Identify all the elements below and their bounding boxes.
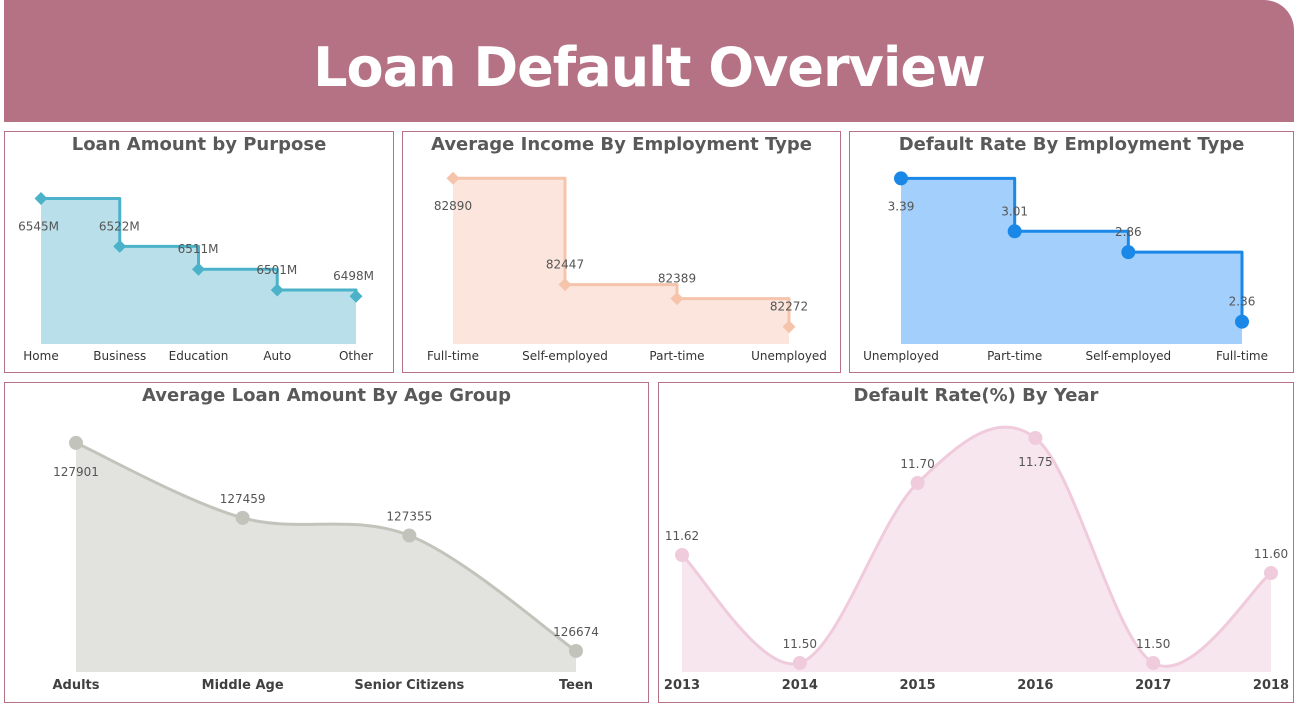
data-label: 6522M: [99, 219, 140, 233]
data-point-marker: [1028, 431, 1043, 445]
data-point-marker: [1121, 245, 1136, 260]
data-label: 126674: [553, 625, 599, 639]
x-axis-tick-label: Self-employed: [1085, 349, 1171, 363]
chart-title: Default Rate By Employment Type: [898, 134, 1245, 155]
area-fill: [76, 442, 576, 672]
data-label: 6501M: [256, 263, 297, 277]
data-label: 6545M: [18, 220, 59, 234]
data-point-marker: [558, 278, 572, 292]
average-income-by-employment-chart: 82890 Full-time 82447 Self-employed 82389 Par…: [427, 171, 827, 363]
data-point-marker: [34, 192, 48, 206]
average-loan-by-age-panel: Average Loan Amount By Age Group 127901 A…: [4, 382, 649, 703]
series-line: [451, 176, 791, 329]
data-label: 127901: [53, 465, 99, 479]
average-loan-by-age-chart: 127901 Adults 127459 Middle Age 127355 Senior…: [52, 435, 599, 693]
data-point-marker: [894, 171, 908, 186]
default-rate-by-year-chart: 11.62 2013 11.50 2014 11.70 2015 11.75 2016 11.5…: [664, 425, 1289, 693]
x-axis-tick-label: Part-time: [649, 349, 704, 363]
data-point-marker: [349, 289, 363, 303]
data-point-marker: [782, 320, 796, 334]
data-label: 11.50: [783, 637, 817, 651]
x-axis-tick-label: 2015: [900, 678, 936, 693]
average-income-by-employment-panel: Average Income By Employment Type 82890 F…: [402, 131, 841, 373]
header-banner: Loan Default Overview: [4, 0, 1294, 122]
area-fill: [682, 427, 1271, 672]
x-axis-tick-label: Education: [169, 349, 229, 363]
data-point-marker: [69, 435, 83, 450]
data-label: 11.70: [900, 457, 934, 471]
data-point-marker: [910, 476, 925, 490]
x-axis-tick-label: Unemployed: [751, 349, 827, 363]
default-rate-by-employment-chart: 3.39 Unemployed 3.01 Part-time 2.86 Self-empl…: [863, 171, 1268, 363]
data-label: 82447: [546, 258, 584, 272]
x-axis-tick-label: Auto: [263, 349, 291, 363]
data-label: 11.50: [1136, 637, 1170, 651]
area-fill: [453, 178, 789, 344]
data-point-marker: [446, 171, 460, 185]
data-label: 127355: [386, 510, 432, 524]
page-title: Loan Default Overview: [313, 36, 986, 99]
data-point-marker: [675, 548, 689, 562]
data-label: 11.75: [1018, 455, 1052, 469]
x-axis-tick-label: Other: [339, 349, 373, 363]
default-rate-by-employment-panel: Default Rate By Employment Type 3.39 Unem…: [849, 131, 1294, 373]
chart-title: Average Loan Amount By Age Group: [142, 385, 511, 406]
x-axis-tick-label: 2018: [1253, 678, 1289, 693]
data-label: 2.36: [1229, 295, 1256, 309]
x-axis-tick-label: Business: [93, 349, 146, 363]
x-axis-tick-label: 2016: [1017, 678, 1053, 693]
data-label: 6511M: [178, 242, 219, 256]
x-axis-tick-label: Full-time: [1216, 349, 1268, 363]
data-point-marker: [1264, 566, 1278, 580]
data-label: 3.01: [1001, 204, 1028, 218]
x-axis-tick-label: Teen: [559, 678, 593, 693]
x-axis-tick-label: Unemployed: [863, 349, 939, 363]
data-point-marker: [235, 510, 250, 525]
x-axis-tick-label: 2013: [664, 678, 700, 693]
series-line: [680, 425, 1273, 668]
data-label: 11.62: [665, 529, 699, 543]
series-line: [74, 441, 578, 653]
data-label: 82890: [434, 199, 472, 213]
default-rate-by-year-panel: Default Rate(%) By Year 11.62 2013 11.50 20…: [658, 382, 1294, 703]
loan-amount-by-purpose-panel: Loan Amount by Purpose 6545M Home 6522M Bus…: [4, 131, 394, 373]
x-axis-tick-label: Full-time: [427, 349, 479, 363]
data-label: 82272: [770, 300, 808, 314]
x-axis-tick-label: Self-employed: [522, 349, 608, 363]
data-label: 127459: [220, 492, 266, 506]
data-point-marker: [1007, 224, 1022, 239]
x-axis-tick-label: Part-time: [987, 349, 1042, 363]
data-label: 3.39: [888, 199, 915, 213]
data-point-marker: [270, 283, 284, 297]
x-axis-tick-label: Senior Citizens: [354, 678, 464, 693]
data-point-marker: [792, 656, 807, 670]
data-label: 11.60: [1254, 547, 1288, 561]
chart-title: Default Rate(%) By Year: [853, 385, 1099, 406]
data-point-marker: [402, 528, 417, 543]
series-line: [899, 176, 1244, 324]
data-point-marker: [1235, 314, 1249, 329]
data-point-marker: [569, 643, 583, 658]
data-label: 6498M: [333, 269, 374, 283]
data-label: 2.86: [1115, 225, 1142, 239]
chart-title: Loan Amount by Purpose: [71, 134, 327, 155]
loan-amount-by-purpose-chart: 6545M Home 6522M Business 6511M Education 6501…: [18, 192, 374, 363]
data-point-marker: [113, 239, 127, 253]
data-point-marker: [1146, 656, 1161, 670]
x-axis-tick-label: Adults: [52, 678, 99, 693]
area-fill: [901, 178, 1242, 344]
chart-title: Average Income By Employment Type: [431, 134, 812, 155]
x-axis-tick-label: Home: [23, 349, 58, 363]
x-axis-tick-label: 2014: [782, 678, 818, 693]
data-label: 82389: [658, 272, 696, 286]
data-point-marker: [192, 262, 205, 276]
data-point-marker: [670, 292, 684, 306]
x-axis-tick-label: 2017: [1135, 678, 1171, 693]
x-axis-tick-label: Middle Age: [202, 678, 284, 693]
